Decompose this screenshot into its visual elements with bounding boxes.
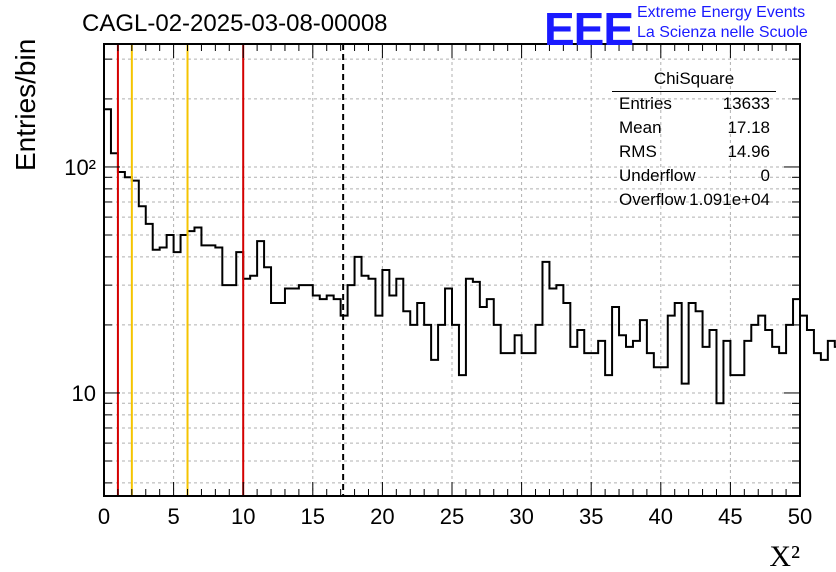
stats-key: RMS xyxy=(619,142,657,161)
stats-box: ChiSquare Entries 13633 Mean 17.18 RMS 14.9… xyxy=(612,69,776,214)
y-tick-label: 10 xyxy=(72,381,96,406)
stats-value: 1.091e+04 xyxy=(689,190,770,209)
logo-text-line-1: Extreme Energy Events xyxy=(637,4,806,21)
x-tick-label: 25 xyxy=(440,504,464,529)
x-tick-label: 5 xyxy=(167,504,179,529)
stats-row-underflow: Underflow 0 xyxy=(612,166,776,190)
stats-value: 14.96 xyxy=(727,142,770,161)
histogram-bars xyxy=(104,108,836,405)
x-tick-label: 45 xyxy=(718,504,742,529)
stats-key: Overflow xyxy=(619,190,687,209)
x-tick-label: 15 xyxy=(301,504,325,529)
x-tick-label: 30 xyxy=(509,504,533,529)
y-axis-label: Entries/bin xyxy=(10,38,41,171)
stats-key: Underflow xyxy=(619,166,696,185)
x-axis-label: X² xyxy=(769,540,800,572)
stats-key: Entries xyxy=(619,94,672,113)
stats-key: Mean xyxy=(619,118,662,137)
stats-row-mean: Mean 17.18 xyxy=(612,118,776,142)
stats-value: 0 xyxy=(760,166,770,185)
stats-row-entries: Entries 13633 xyxy=(612,94,776,118)
logo-text-line-2: La Scienza nelle Scuole xyxy=(637,24,808,41)
chart-title: CAGL-02-2025-03-08-00008 xyxy=(82,10,388,37)
x-tick-label: 35 xyxy=(579,504,603,529)
stats-header: ChiSquare xyxy=(612,69,776,92)
x-tick-label: 10 xyxy=(231,504,255,529)
eee-logo: EEE xyxy=(544,3,634,55)
stats-value: 17.18 xyxy=(727,118,770,137)
y-tick-label: 10² xyxy=(64,155,96,180)
stats-row-overflow: Overflow 1.091e+04 xyxy=(612,190,776,214)
x-tick-label: 0 xyxy=(98,504,110,529)
stats-row-rms: RMS 14.96 xyxy=(612,142,776,166)
vertical-lines xyxy=(116,44,345,496)
ticks: 0 5 10 15 20 25 30 35 40 45 50 X² 10 10² xyxy=(64,44,812,572)
x-tick-label: 50 xyxy=(788,504,812,529)
stats-value: 13633 xyxy=(722,94,770,113)
x-tick-label: 40 xyxy=(649,504,673,529)
x-tick-label: 20 xyxy=(370,504,394,529)
histogram-step-line xyxy=(104,108,836,405)
